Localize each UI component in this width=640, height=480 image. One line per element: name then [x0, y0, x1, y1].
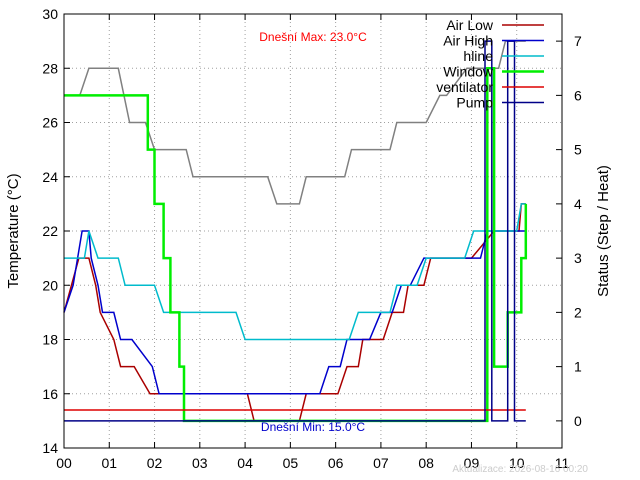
x-tick-label: 09 — [464, 455, 480, 471]
legend-label: Air High — [443, 33, 493, 49]
series-line-pump — [64, 40, 526, 422]
y-tick-label: 20 — [42, 277, 58, 293]
x-tick-label: 00 — [56, 455, 72, 471]
y2-tick-label: 5 — [574, 142, 582, 158]
x-tick-label: 04 — [237, 455, 253, 471]
y-tick-label: 22 — [42, 223, 58, 239]
x-tick-label: 05 — [283, 455, 299, 471]
updated-annotation: Aktualizace: 2026-08-16 00:20 — [452, 464, 588, 475]
y-axis-label: Temperature (°C) — [5, 173, 22, 288]
y-tick-label: 28 — [42, 60, 58, 76]
legend-label: Pump — [456, 95, 493, 111]
y-tick-label: 26 — [42, 115, 58, 131]
y2-tick-label: 1 — [574, 359, 582, 375]
max-annotation: Dnešní Max: 23.0°C — [259, 30, 367, 44]
legend-label: ventilator — [436, 79, 493, 95]
x-tick-label: 02 — [147, 455, 163, 471]
y2-tick-label: 3 — [574, 250, 582, 266]
x-tick-label: 11 — [555, 455, 570, 471]
series-line-air-high — [63, 230, 526, 395]
y2-tick-label: 7 — [574, 33, 582, 49]
y2-tick-label: 6 — [574, 87, 582, 103]
legend-label: hline — [463, 48, 493, 64]
y-tick-label: 18 — [42, 332, 58, 348]
legend-label: Air Low — [446, 17, 494, 33]
x-tick-label: 07 — [373, 455, 389, 471]
ticks: 00 01 02 03 04 05 06 07 08 09 10 111416182022242628… — [42, 6, 582, 471]
x-tick-label: 01 — [101, 455, 117, 471]
y-tick-label: 14 — [42, 440, 58, 456]
series-layer — [63, 40, 528, 423]
series-line-window — [64, 67, 528, 423]
series-line-gray — [64, 40, 526, 205]
y-tick-label: 30 — [42, 6, 58, 22]
x-tick-label: 10 — [509, 455, 525, 471]
x-tick-label: 06 — [328, 455, 344, 471]
x-tick-label: 08 — [418, 455, 434, 471]
series-line-hline — [64, 203, 526, 341]
y-tick-label: 16 — [42, 386, 58, 402]
y2-tick-label: 4 — [574, 196, 582, 212]
min-annotation: Dnešní Min: 15.0°C — [261, 420, 366, 434]
legend-label: Window — [443, 64, 494, 80]
y-tick-label: 24 — [42, 169, 58, 185]
x-tick-label: 03 — [192, 455, 208, 471]
y2-tick-label: 0 — [574, 413, 582, 429]
y2-tick-label: 2 — [574, 304, 582, 320]
series-line-air-low — [63, 203, 526, 422]
y2-axis-label: Status (Step / Heat) — [595, 165, 612, 297]
